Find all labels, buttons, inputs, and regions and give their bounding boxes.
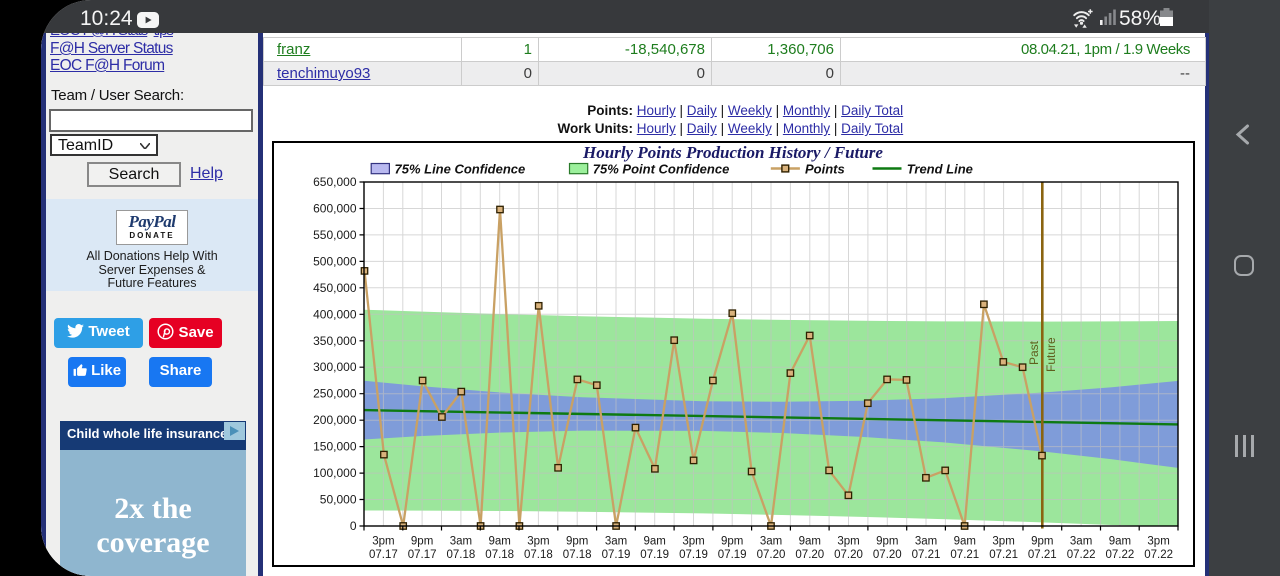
svg-text:9pm: 9pm (566, 535, 588, 547)
svg-text:75% Line Confidence: 75% Line Confidence (395, 161, 526, 176)
svg-text:9pm: 9pm (721, 535, 743, 547)
svg-text:07.19: 07.19 (718, 549, 747, 561)
svg-text:07.18: 07.18 (447, 549, 476, 561)
svg-text:07.20: 07.20 (873, 549, 902, 561)
svg-text:07.18: 07.18 (485, 549, 514, 561)
svg-text:550,000: 550,000 (313, 227, 357, 241)
svg-text:3pm: 3pm (527, 535, 549, 547)
svg-text:50,000: 50,000 (320, 492, 357, 506)
svg-text:3am: 3am (1070, 535, 1092, 547)
svg-text:650,000: 650,000 (313, 175, 357, 189)
svg-text:3am: 3am (760, 535, 782, 547)
svg-text:9am: 9am (489, 535, 511, 547)
svg-text:300,000: 300,000 (313, 360, 357, 374)
svg-text:150,000: 150,000 (313, 439, 357, 453)
svg-text:Hourly Points Production Histo: Hourly Points Production History / Futur… (582, 143, 883, 162)
svg-text:07.19: 07.19 (602, 549, 631, 561)
svg-text:07.18: 07.18 (524, 549, 553, 561)
svg-text:07.21: 07.21 (1028, 549, 1057, 561)
svg-text:250,000: 250,000 (313, 386, 357, 400)
svg-text:07.17: 07.17 (408, 549, 437, 561)
svg-text:07.22: 07.22 (1067, 549, 1096, 561)
svg-text:3pm: 3pm (1147, 535, 1169, 547)
svg-text:9am: 9am (954, 535, 976, 547)
svg-text:9am: 9am (644, 535, 666, 547)
svg-text:350,000: 350,000 (313, 333, 357, 347)
svg-text:3am: 3am (450, 535, 472, 547)
svg-text:07.19: 07.19 (640, 549, 669, 561)
svg-text:07.22: 07.22 (1144, 549, 1173, 561)
svg-text:Trend Line: Trend Line (907, 161, 973, 176)
svg-text:3am: 3am (915, 535, 937, 547)
svg-text:07.20: 07.20 (757, 549, 786, 561)
svg-text:9pm: 9pm (1031, 535, 1053, 547)
svg-text:500,000: 500,000 (313, 254, 357, 268)
svg-text:3pm: 3pm (992, 535, 1014, 547)
svg-text:07.20: 07.20 (834, 549, 863, 561)
svg-text:9am: 9am (799, 535, 821, 547)
svg-text:3pm: 3pm (372, 535, 394, 547)
svg-text:400,000: 400,000 (313, 307, 357, 321)
svg-text:3pm: 3pm (837, 535, 859, 547)
svg-text:07.18: 07.18 (563, 549, 592, 561)
svg-text:9am: 9am (1109, 535, 1131, 547)
svg-text:07.22: 07.22 (1106, 549, 1135, 561)
svg-text:Points: Points (805, 161, 845, 176)
svg-text:07.20: 07.20 (795, 549, 824, 561)
svg-text:100,000: 100,000 (313, 466, 357, 480)
svg-text:3am: 3am (605, 535, 627, 547)
svg-text:450,000: 450,000 (313, 280, 357, 294)
svg-text:75% Point Confidence: 75% Point Confidence (593, 161, 730, 176)
svg-text:Past: Past (1027, 340, 1041, 365)
svg-text:07.21: 07.21 (912, 549, 941, 561)
svg-text:600,000: 600,000 (313, 201, 357, 215)
svg-text:07.17: 07.17 (369, 549, 398, 561)
svg-text:3pm: 3pm (682, 535, 704, 547)
svg-text:200,000: 200,000 (313, 413, 357, 427)
svg-text:07.21: 07.21 (989, 549, 1018, 561)
svg-text:9pm: 9pm (411, 535, 433, 547)
svg-text:Future: Future (1044, 336, 1058, 371)
svg-text:9pm: 9pm (876, 535, 898, 547)
svg-text:0: 0 (350, 519, 357, 533)
svg-text:07.19: 07.19 (679, 549, 708, 561)
svg-text:07.21: 07.21 (950, 549, 979, 561)
